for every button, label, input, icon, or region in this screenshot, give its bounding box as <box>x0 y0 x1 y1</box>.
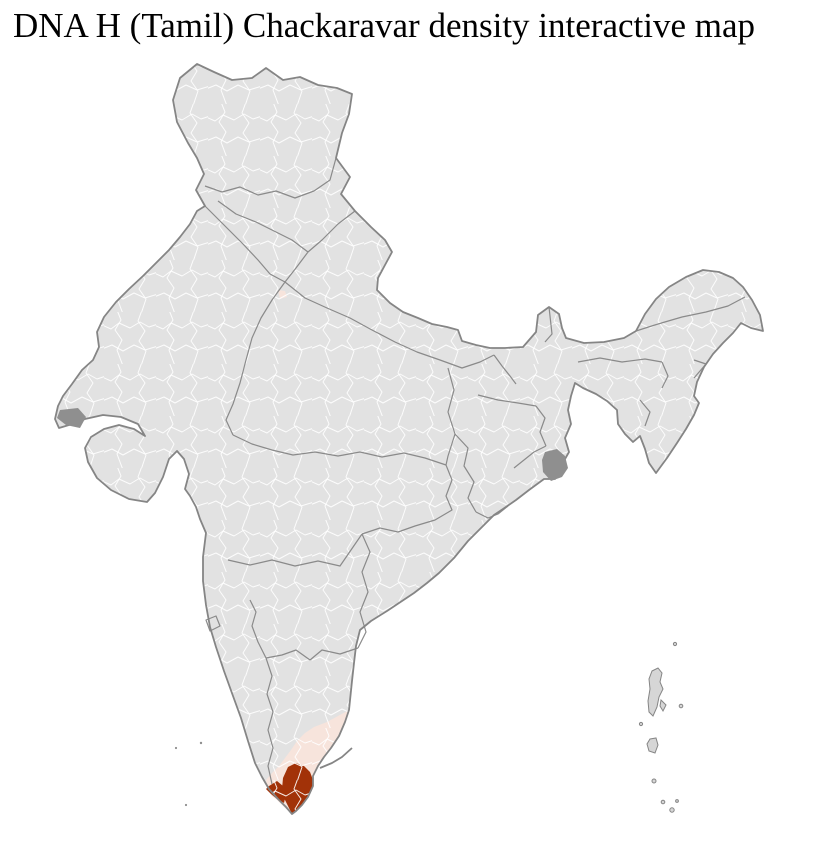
little-andaman-island[interactable] <box>646 737 659 754</box>
state-borders <box>204 157 746 785</box>
sundarbans-delta <box>542 449 568 481</box>
island-dot[interactable] <box>184 803 188 807</box>
rameswaram-island-chain <box>319 747 353 769</box>
island-dot[interactable] <box>199 741 203 745</box>
island-dot[interactable] <box>672 641 678 647</box>
island-dot[interactable] <box>675 799 679 803</box>
andaman-spur-island[interactable] <box>659 698 667 713</box>
island-dot[interactable] <box>174 746 178 750</box>
andaman-nicobar-islands[interactable] <box>638 641 684 813</box>
andaman-main-island[interactable] <box>647 667 664 717</box>
india-outline <box>54 63 764 815</box>
island-dot[interactable] <box>638 721 644 727</box>
page-title: DNA H (Tamil) Chackaravar density intera… <box>13 6 756 45</box>
island-dot[interactable] <box>660 799 666 805</box>
island-dot[interactable] <box>651 778 657 784</box>
island-dot[interactable] <box>669 807 675 813</box>
lakshadweep-islands[interactable] <box>174 741 203 807</box>
island-dot[interactable] <box>678 703 684 709</box>
kutch-creek-patch <box>57 408 86 428</box>
